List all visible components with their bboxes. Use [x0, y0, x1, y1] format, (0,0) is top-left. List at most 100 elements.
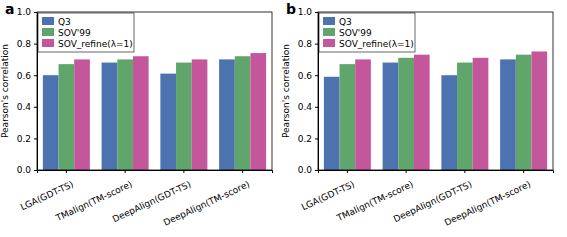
figure: 0.0 0.2 0.4 0.6 0.8 1.0 LGA(GDT-TS)TMalign(TM-…: [0, 0, 567, 237]
y-tick-mark: [34, 138, 37, 139]
y-tick-mark: [315, 170, 318, 171]
legend-swatch: [323, 28, 335, 36]
panel: 0.0 0.2 0.4 0.6 0.8 1.0 LGA(GDT-TS)TMalign(TM-…: [281, 1, 554, 228]
y-tick-mark: [34, 75, 37, 76]
legend: Q3SOV'99SOV_refine(λ=1): [38, 13, 134, 52]
legend-swatch: [42, 28, 54, 36]
legend-label: Q3: [58, 17, 71, 27]
bar: [133, 56, 149, 170]
y-tick-label: 0.6: [298, 71, 313, 81]
legend-swatch: [42, 17, 54, 25]
x-tick-mark: [242, 170, 243, 173]
bar: [250, 53, 266, 170]
y-tick: 1.0: [17, 7, 37, 17]
legend-label: SOV_refine(λ=1): [339, 39, 414, 49]
legend-box: [319, 13, 415, 52]
y-axis: 0.0 0.2 0.4 0.6 0.8 1.0: [298, 7, 319, 175]
x-tick-mark: [347, 170, 348, 173]
x-axis-line: [319, 171, 554, 174]
y-tick-mark: [315, 75, 318, 76]
legend-box: [38, 13, 134, 52]
bar: [516, 55, 532, 170]
legend-entry: SOV'99: [323, 28, 372, 38]
panel: 0.0 0.2 0.4 0.6 0.8 1.0 LGA(GDT-TS)TMalign(TM-…: [0, 1, 273, 228]
legend-swatch: [323, 17, 335, 25]
y-tick-mark: [315, 107, 318, 108]
y-axis-line: [34, 13, 38, 171]
y-tick-mark: [34, 12, 37, 13]
y-tick-mark: [34, 44, 37, 45]
y-tick-label: 0.0: [17, 165, 32, 175]
y-tick-label: 0.6: [17, 71, 32, 81]
bar: [383, 63, 399, 170]
y-tick-label: 1.0: [17, 7, 32, 17]
bar: [192, 59, 208, 170]
legend-label: Q3: [339, 17, 352, 27]
legend-entry: SOV'99: [42, 28, 91, 38]
x-tick-mark: [125, 170, 126, 173]
frame: [37, 12, 272, 170]
y-tick: 0.0: [298, 165, 318, 175]
y-tick-mark: [34, 170, 37, 171]
x-tick-label: DeepAlign(TM-score): [443, 179, 532, 228]
x-axis: LGA(GDT-TS)TMalign(TM-score)DeepAlign(GD…: [300, 170, 554, 228]
y-tick-mark: [315, 138, 318, 139]
legend-label: SOV'99: [339, 28, 372, 38]
bar: [117, 59, 133, 170]
bar: [355, 59, 371, 170]
x-tick-mark: [183, 170, 184, 173]
x-tick: DeepAlign(TM-score): [162, 170, 251, 228]
legend-entry: SOV_refine(λ=1): [42, 39, 133, 49]
bar: [235, 56, 251, 170]
x-tick-mark: [66, 170, 67, 173]
bar: [160, 74, 176, 170]
bar: [324, 77, 340, 170]
y-tick: 0.8: [298, 39, 318, 49]
x-tick: LGA(GDT-TS): [300, 170, 356, 212]
bar: [102, 63, 118, 170]
y-tick-label: 0.8: [298, 39, 313, 49]
y-axis-line: [315, 13, 319, 171]
y-tick: 0.8: [17, 39, 37, 49]
frame: [318, 12, 553, 170]
y-tick: 0.4: [298, 102, 318, 112]
x-axis-line: [38, 171, 273, 174]
legend-entry: Q3: [323, 17, 352, 27]
y-tick: 0.2: [17, 134, 37, 144]
bar: [59, 64, 75, 170]
y-tick-label: 0.2: [298, 134, 312, 144]
legend-label: SOV_refine(λ=1): [58, 39, 133, 49]
y-tick: 1.0: [298, 7, 318, 17]
bars: [43, 53, 266, 170]
legend-entry: SOV_refine(λ=1): [323, 39, 414, 49]
y-tick-label: 0.8: [17, 39, 32, 49]
y-axis-title: Pearson's correlation: [281, 44, 291, 138]
y-tick-label: 0.2: [17, 134, 31, 144]
x-tick-mark: [523, 170, 524, 173]
bar: [219, 59, 235, 170]
bar: [500, 59, 516, 170]
y-tick: 0.0: [17, 165, 37, 175]
y-axis-title: Pearson's correlation: [0, 44, 10, 138]
panel-label: b: [286, 1, 296, 17]
x-axis: LGA(GDT-TS)TMalign(TM-score)DeepAlign(GD…: [19, 170, 273, 228]
y-tick: 0.2: [298, 134, 318, 144]
bar: [441, 75, 457, 170]
x-tick: LGA(GDT-TS): [19, 170, 75, 212]
x-tick-mark: [464, 170, 465, 173]
panel-label: a: [5, 1, 14, 17]
bar: [176, 63, 192, 170]
bar: [531, 52, 547, 171]
y-tick-label: 1.0: [298, 7, 313, 17]
bar: [457, 63, 473, 170]
y-tick-label: 0.4: [17, 102, 32, 112]
y-tick-label: 0.4: [298, 102, 313, 112]
x-tick-label: DeepAlign(TM-score): [162, 179, 251, 228]
legend-swatch: [42, 39, 54, 47]
y-tick-mark: [34, 107, 37, 108]
y-tick: 0.4: [17, 102, 37, 112]
bar: [414, 55, 430, 170]
y-tick-mark: [315, 12, 318, 13]
legend-swatch: [323, 39, 335, 47]
y-axis: 0.0 0.2 0.4 0.6 0.8 1.0: [17, 7, 38, 175]
